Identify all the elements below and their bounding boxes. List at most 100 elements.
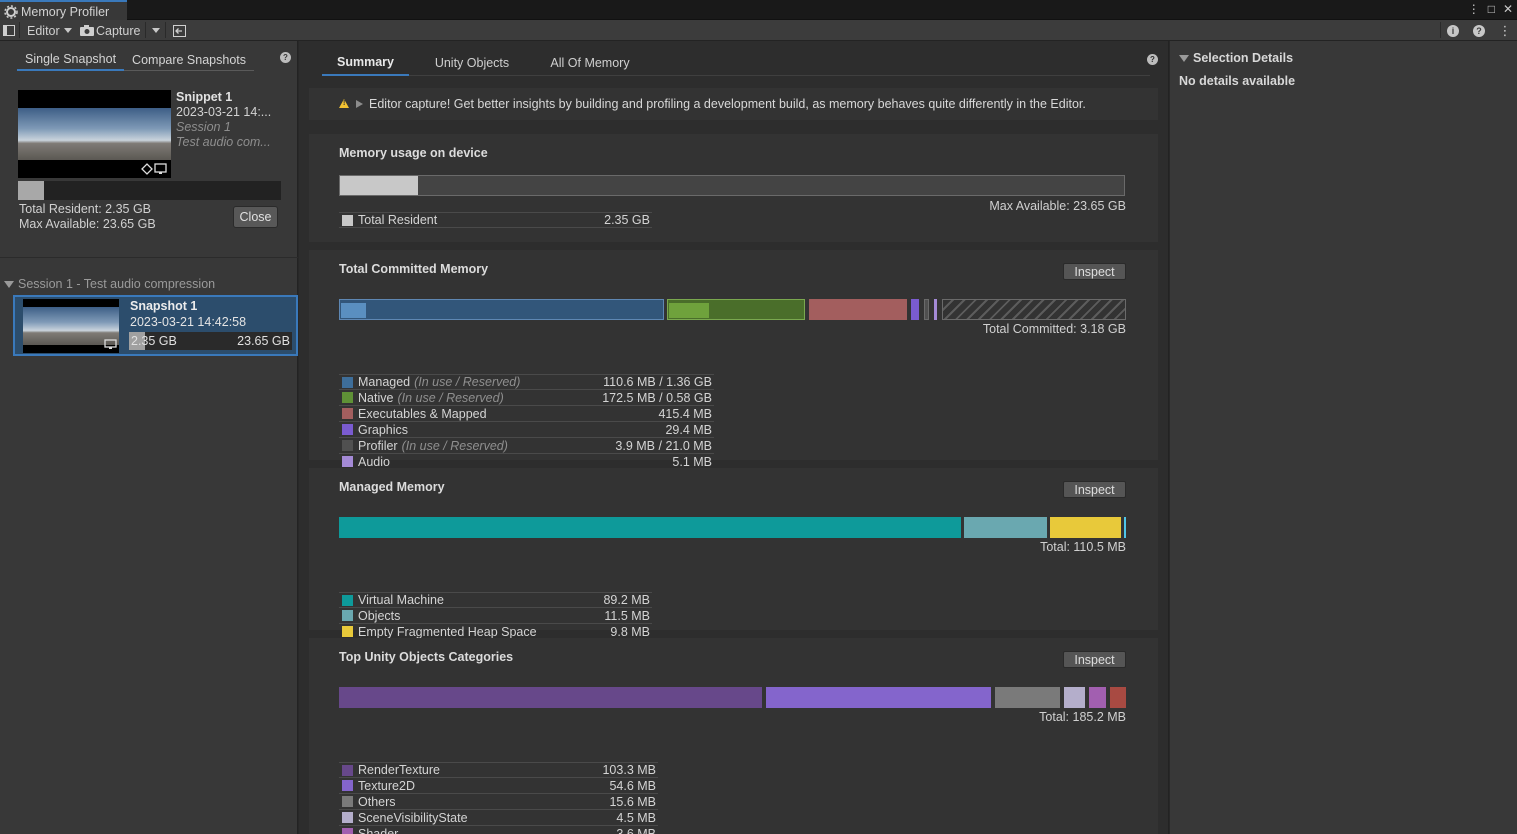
close-window-icon[interactable]: ✕ [1502,2,1513,16]
tab-all-of-memory[interactable]: All Of Memory [550,55,630,70]
window-tab[interactable]: Memory Profiler [0,0,127,21]
snippet-resident-bar [18,181,281,200]
total-committed-caption: Total Committed: 3.18 GB [982,322,1126,336]
maximize-icon[interactable]: □ [1487,2,1495,16]
platform-monitor-icon [104,339,117,349]
legend-note: (In use / Reserved) [401,438,508,453]
legend-row[interactable]: Virtual Machine 89.2 MB [339,592,652,608]
managed-segment[interactable] [339,299,664,320]
inspect-committed-button[interactable]: Inspect [1063,263,1126,280]
top-objects-bar [339,687,1128,708]
inspect-managed-button[interactable]: Inspect [1063,481,1126,498]
section-title: Total Committed Memory [339,262,489,276]
shader-segment[interactable] [1089,687,1106,708]
legend-row[interactable]: Objects 11.5 MB [339,608,652,624]
capture-button[interactable]: Capture [80,21,140,40]
editor-target-dropdown[interactable]: Editor [27,21,72,40]
legend-name: SceneVisibilityState [358,810,468,825]
warning-icon [339,99,349,108]
legend-name: Texture2D [358,778,415,793]
window-title: Memory Profiler [21,4,110,19]
legend-note: (In use / Reserved) [397,390,504,405]
legend-swatch [342,812,353,823]
native-segment[interactable] [667,299,805,320]
tab-summary[interactable]: Summary [322,49,409,76]
inspect-objects-button[interactable]: Inspect [1063,651,1126,668]
legend-name: Executables & Mapped [358,406,487,421]
help-icon[interactable]: ? [1470,22,1488,39]
import-snapshot-icon[interactable] [170,22,188,39]
selection-details-body: No details available [1179,74,1296,88]
help-icon[interactable]: ? [1147,54,1158,65]
section-title: Managed Memory [339,480,445,494]
legend-swatch [342,392,353,403]
help-icon[interactable]: ? [280,52,291,63]
top-objects-legend: RenderTexture 103.3 MB Texture2D 54.6 MB Oth… [339,762,658,834]
profiler-segment[interactable] [924,299,929,320]
capture-label: Capture [96,23,141,38]
legend-row[interactable]: Total Resident 2.35 GB [339,212,652,228]
legend-value: 89.2 MB [603,593,650,607]
legend-value: 4.5 MB [616,810,656,825]
device-usage-section: Memory usage on device Max Available: 23… [309,134,1158,242]
snapshot-thumbnail [23,299,119,353]
legend-row[interactable]: SceneVisibilityState 4.5 MB [339,810,658,826]
scenevisibility-segment[interactable] [1064,687,1085,708]
legend-row[interactable]: Native (In use / Reserved) 172.5 MB / 0.58… [339,390,714,406]
legend-row[interactable]: Executables & Mapped 415.4 MB [339,406,714,422]
legend-row[interactable]: Profiler (In use / Reserved) 3.9 MB / 21.0… [339,438,714,454]
legend-swatch [342,828,353,834]
session-label: Session 1 - Test audio compression [18,277,216,291]
unknown-segment[interactable] [942,299,1126,320]
tab-compare-snapshots[interactable]: Compare Snapshots [124,49,254,71]
capture-options-dropdown[interactable] [148,21,160,40]
objects-segment[interactable] [964,517,1047,538]
close-snapshot-button[interactable]: Close [233,206,278,228]
font-segment[interactable] [1110,687,1126,708]
info-icon[interactable]: i [1444,22,1462,39]
legend-row[interactable]: Graphics 29.4 MB [339,422,714,438]
snapshot-panel: Single Snapshot Compare Snapshots ? Snip… [0,41,298,834]
legend-row[interactable]: RenderTexture 103.3 MB [339,762,658,778]
selection-details-panel: Selection Details No details available [1170,41,1517,834]
chevron-down-icon [152,28,160,33]
active-heap-segment[interactable] [1124,517,1126,538]
swatch [342,214,353,226]
audio-segment[interactable] [934,299,937,320]
section-title: Top Unity Objects Categories [339,650,514,664]
session-header[interactable]: Session 1 - Test audio compression [4,277,215,291]
legend-swatch [342,456,353,467]
others-segment[interactable] [995,687,1060,708]
selection-details-header[interactable]: Selection Details [1179,51,1293,65]
snapshot-list-item[interactable]: Snapshot 1 2023-03-21 14:42:58 2.35 GB 2… [13,295,298,356]
fragmented-heap-segment[interactable] [1050,517,1121,538]
gear-icon [4,4,18,19]
editor-capture-warning[interactable]: Editor capture! Get better insights by b… [309,88,1158,120]
legend-row[interactable]: Others 15.6 MB [339,794,658,810]
sidebar-toggle-icon[interactable] [0,22,18,39]
rendertexture-segment[interactable] [339,687,762,708]
legend-row[interactable]: Shader 3.6 MB [339,826,658,834]
legend-row[interactable]: Managed (In use / Reserved) 110.6 MB / 1.3… [339,374,714,390]
legend-swatch [342,376,353,388]
graphics-segment[interactable] [911,299,919,320]
max-available-caption: Max Available: 23.65 GB [989,199,1126,213]
legend-swatch [342,764,353,776]
legend-value: 103.3 MB [602,763,656,777]
unity-editor-icon [141,163,167,175]
legend-name: Profiler [358,438,398,453]
executables-segment[interactable] [809,299,907,320]
texture2d-segment[interactable] [766,687,991,708]
tab-unity-objects[interactable]: Unity Objects [434,55,510,70]
managed-total-caption: Total: 110.5 MB [1040,540,1126,554]
virtual-machine-segment[interactable] [339,517,961,538]
legend-row[interactable]: Texture2D 54.6 MB [339,778,658,794]
resident-segment[interactable] [340,176,419,195]
legend-swatch [342,424,353,435]
tab-single-snapshot[interactable]: Single Snapshot [17,49,125,71]
legend-name: Shader [358,826,399,834]
committed-memory-section: Total Committed Memory Inspect Total Com… [309,250,1158,486]
kebab-menu-icon[interactable]: ⋮ [1498,22,1512,38]
more-options-icon[interactable]: ⋮ [1467,2,1480,16]
legend-name: Others [358,794,396,809]
